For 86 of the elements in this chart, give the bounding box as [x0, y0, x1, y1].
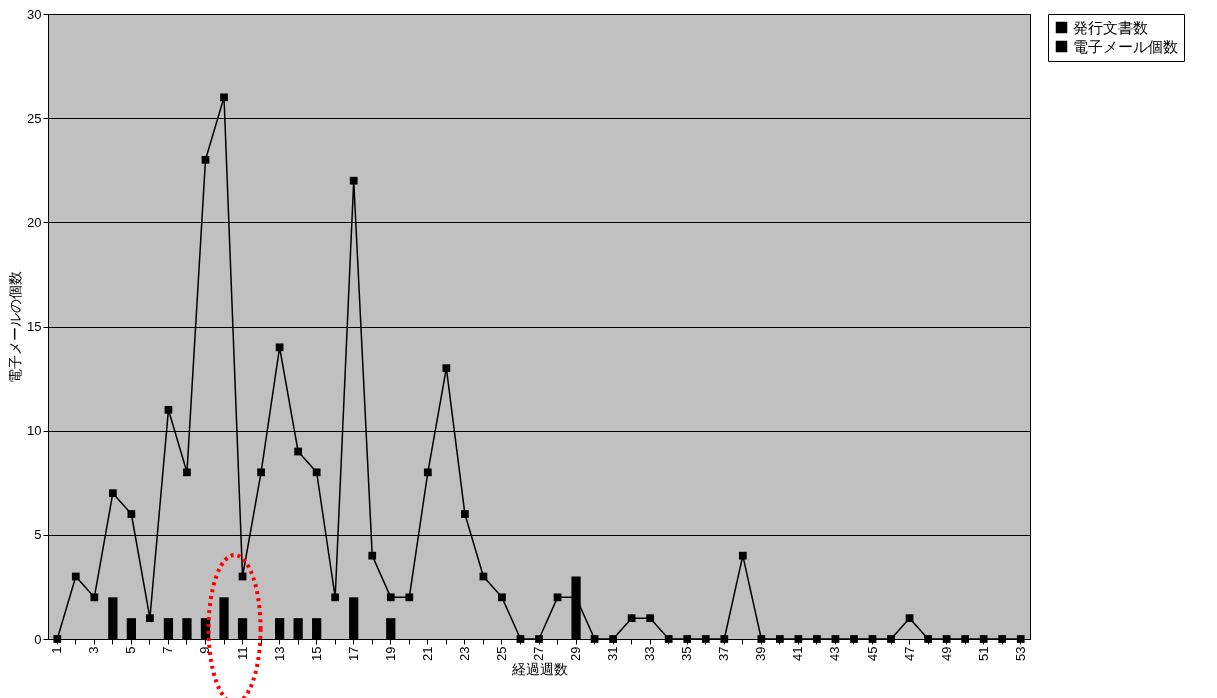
- point: [553, 593, 562, 602]
- legend-label: 電子メール個数: [1073, 37, 1178, 55]
- x-tick-label: 37: [716, 646, 732, 661]
- x-tick-label: 49: [938, 646, 954, 661]
- point: [590, 635, 599, 643]
- point: [183, 468, 191, 477]
- x-tick-label: 19: [382, 646, 398, 661]
- point: [405, 593, 414, 602]
- x-tick-label: 15: [308, 646, 324, 661]
- x-tick-label: 35: [679, 646, 695, 661]
- point: [386, 593, 395, 602]
- x-tick-label: 39: [753, 646, 769, 661]
- x-tick-label: 31: [605, 646, 621, 661]
- point: [979, 635, 988, 643]
- x-tick-label: 5: [123, 646, 139, 654]
- y-tick-label: 5: [34, 527, 42, 543]
- x-tick-label: 43: [827, 646, 843, 661]
- point: [794, 635, 803, 643]
- point: [90, 593, 99, 602]
- x-axis-title: 経過週数: [510, 660, 568, 677]
- y-tick-label: 10: [27, 423, 42, 439]
- legend-label: 発行文書数: [1073, 18, 1148, 36]
- point: [905, 614, 914, 623]
- point: [127, 510, 136, 518]
- point: [664, 635, 673, 643]
- point: [257, 468, 265, 477]
- x-tick-label: 25: [493, 646, 509, 661]
- point: [961, 635, 970, 643]
- point: [998, 635, 1007, 643]
- point: [146, 614, 154, 623]
- point: [757, 635, 766, 643]
- point: [220, 93, 228, 102]
- x-tick-label: 45: [864, 646, 880, 661]
- point: [275, 343, 284, 352]
- x-tick-label: 7: [160, 646, 176, 654]
- point: [312, 468, 321, 477]
- x-tick-label: 51: [975, 646, 991, 661]
- point: [683, 635, 692, 643]
- point: [201, 155, 210, 164]
- x-tick-label: 23: [456, 646, 472, 661]
- x-tick-label: 9: [197, 646, 213, 654]
- x-tick-label: 29: [568, 646, 584, 661]
- x-tick-label: 3: [86, 646, 102, 654]
- point: [831, 635, 840, 643]
- point: [627, 614, 636, 623]
- point: [646, 614, 655, 623]
- point: [461, 510, 469, 518]
- point: [71, 572, 80, 581]
- point: [108, 489, 117, 498]
- x-tick-label: 11: [234, 646, 250, 660]
- point: [850, 635, 858, 643]
- x-tick-label: 21: [419, 646, 435, 661]
- point: [423, 468, 432, 477]
- x-tick-label: 41: [790, 646, 806, 661]
- x-tick-label: 17: [345, 646, 361, 661]
- x-tick-label: 47: [901, 646, 917, 661]
- point: [942, 635, 951, 643]
- point: [887, 635, 895, 643]
- y-tick-label: 30: [27, 6, 42, 22]
- y-tick-label: 20: [27, 214, 42, 230]
- y-tick-label: 25: [27, 110, 42, 126]
- point: [775, 635, 784, 643]
- x-tick-label: 13: [271, 646, 287, 661]
- x-tick-label: 27: [531, 646, 546, 661]
- point: [738, 551, 747, 560]
- point: [609, 635, 617, 643]
- point: [349, 176, 358, 185]
- point: [868, 635, 877, 643]
- point: [331, 593, 340, 602]
- point: [164, 405, 173, 414]
- point: [516, 635, 525, 643]
- point: [442, 364, 451, 373]
- point: [813, 635, 821, 643]
- y-tick-label: 15: [27, 319, 42, 334]
- y-axis-title: 電子メールの個数: [7, 271, 24, 383]
- point: [368, 551, 377, 560]
- point: [535, 635, 543, 643]
- y-tick-label: 0: [34, 631, 42, 647]
- x-tick-label: 53: [1012, 646, 1028, 661]
- point: [498, 593, 506, 602]
- x-tick-label: 33: [642, 646, 658, 661]
- x-tick-label: 1: [49, 646, 65, 654]
- point: [720, 635, 729, 643]
- point: [294, 447, 303, 456]
- point: [701, 635, 710, 643]
- point: [924, 635, 932, 643]
